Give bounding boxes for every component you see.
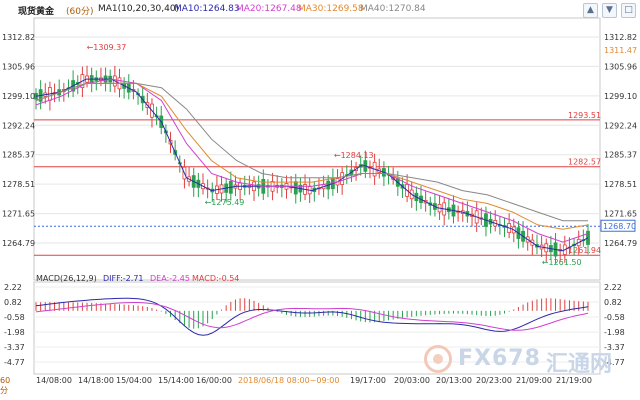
- macd-left-tick: 2.22: [4, 283, 22, 292]
- price-panel-frame: [33, 17, 601, 281]
- left-tick-label: 1271.65: [2, 210, 35, 219]
- macd-title: MACD(26,12,9): [36, 274, 97, 283]
- time-tick-label: 16/00:00: [196, 376, 232, 385]
- ma-lines: [35, 78, 589, 252]
- period-button[interactable]: 60分: [0, 376, 11, 395]
- macd-right-tick: -3.37: [604, 343, 625, 352]
- macd-right-tick: -1.98: [604, 328, 625, 337]
- annotations: ←1309.37 ←1275.49 ←1284.13 ←1261.50: [87, 43, 582, 267]
- macd-panel-frame: [33, 281, 601, 375]
- toolbar: ▲ ▼ □: [583, 3, 636, 18]
- box-icon[interactable]: □: [621, 3, 636, 18]
- down-arrow-icon[interactable]: ▼: [602, 3, 617, 18]
- time-tick-label: 19/17:00: [350, 376, 386, 385]
- time-tick-label: 15/04:00: [116, 376, 152, 385]
- macd-left-tick: -1.98: [4, 328, 25, 337]
- macd-dea: DEA:-2.45: [150, 274, 190, 283]
- macd-right-tick: 2.22: [604, 283, 622, 292]
- right-price-axis: 1305.96 1299.10 1292.24 1285.37 1278.51 1271.…: [604, 33, 637, 248]
- ma30-value: MA30:1269.58: [298, 4, 364, 14]
- price-annotation: ←1309.37: [87, 43, 127, 52]
- instrument-title: 现货黄金: [18, 7, 55, 17]
- price-annotation: ←1261.50: [542, 258, 582, 267]
- price-lines: 1293.51 1282.57 1261.94 1268.70: [34, 111, 636, 256]
- left-tick-label: 1264.79: [2, 239, 35, 248]
- macd-value: MACD:-0.54: [192, 274, 239, 283]
- ma-line-ma40: [35, 82, 588, 222]
- right-top-value: 1311.47: [604, 46, 637, 55]
- ma-params: MA1(10,20,30,40): [98, 4, 180, 14]
- cursor-time-label: 2018/06/18 08:00~09:00: [238, 376, 339, 385]
- right-tick-label: 1292.24: [604, 121, 637, 130]
- up-arrow-icon[interactable]: ▲: [583, 3, 598, 18]
- macd-left-tick: 0.82: [4, 298, 22, 307]
- ma-line-ma30: [35, 82, 589, 230]
- time-tick-label: 14/08:00: [36, 376, 72, 385]
- time-axis: 14/08:00 14/18:00 15/04:00 15/14:00 16/00:00…: [36, 376, 592, 385]
- ma-line-ma20: [35, 78, 589, 243]
- left-tick-label: 1278.51: [2, 180, 35, 189]
- time-tick-label: 15/14:00: [158, 376, 194, 385]
- ma-line-ma10: [35, 78, 589, 252]
- left-tick-label: 1292.24: [2, 121, 35, 130]
- macd-dea-line: [35, 302, 589, 331]
- right-tick-label: 1299.10: [604, 92, 637, 101]
- price-line-label: 1293.51: [568, 111, 601, 120]
- price-line-label: 1282.57: [568, 158, 601, 167]
- macd-left-tick: -3.37: [4, 343, 25, 352]
- right-tick-label: 1264.79: [604, 239, 637, 248]
- macd-right-tick: -4.77: [604, 358, 625, 367]
- watermark-text: FX678: [458, 346, 541, 371]
- ma10-value: MA10:1264.83: [174, 4, 240, 14]
- right-tick-label: 1271.65: [604, 210, 637, 219]
- macd-right-tick: 0.82: [604, 298, 622, 307]
- macd-diff: DIFF:-2.71: [103, 274, 144, 283]
- price-line-label: 1261.94: [568, 246, 601, 255]
- left-tick-label: 1299.10: [2, 92, 35, 101]
- left-tick-label: 1312.82: [2, 33, 35, 42]
- chart-header: 现货黄金 (60分) MA1(10,20,30,40) MA10:1264.83…: [0, 0, 640, 20]
- watermark-text-cn: 汇通网: [546, 352, 613, 377]
- left-tick-label: 1305.96: [2, 62, 35, 71]
- macd-right-tick: -0.58: [604, 313, 625, 322]
- macd-panel: 2.22 2.22 0.82 0.82 -0.58 -0.58 -1.98 -1.98 -3.3…: [4, 283, 625, 367]
- price-annotation: ←1275.49: [205, 198, 245, 207]
- left-tick-label: 1285.37: [2, 151, 35, 160]
- watermark-logo: FX678 汇通网: [418, 344, 628, 378]
- grid-lines: [34, 36, 600, 244]
- period-label: (60分): [66, 7, 94, 17]
- time-tick-label: 14/18:00: [78, 376, 114, 385]
- ma20-value: MA20:1267.48: [236, 4, 302, 14]
- right-tick-label: 1312.82: [604, 33, 637, 42]
- current-price-tag: [600, 219, 636, 232]
- right-tick-label: 1305.96: [604, 62, 637, 71]
- current-price-label: 1268.70: [603, 222, 636, 231]
- right-tick-label: 1285.37: [604, 151, 637, 160]
- right-tick-label: 1278.51: [604, 180, 637, 189]
- ma40-value: MA40:1270.84: [360, 4, 426, 14]
- price-annotation: ←1284.13: [334, 151, 374, 160]
- fx678-logo-icon: [424, 345, 452, 373]
- time-tick-label: 20/23:00: [476, 376, 512, 385]
- time-tick-label: 20/13:00: [436, 376, 472, 385]
- time-tick-label: 21/19:00: [556, 376, 592, 385]
- time-tick-label: 20/03:00: [394, 376, 430, 385]
- macd-diff-line: [35, 297, 589, 336]
- macd-left-tick: -4.77: [4, 358, 25, 367]
- time-tick-label: 21/09:00: [516, 376, 552, 385]
- macd-left-tick: -0.58: [4, 313, 25, 322]
- left-price-axis: 1312.82 1305.96 1299.10 1292.24 1285.37 1278.…: [2, 33, 35, 248]
